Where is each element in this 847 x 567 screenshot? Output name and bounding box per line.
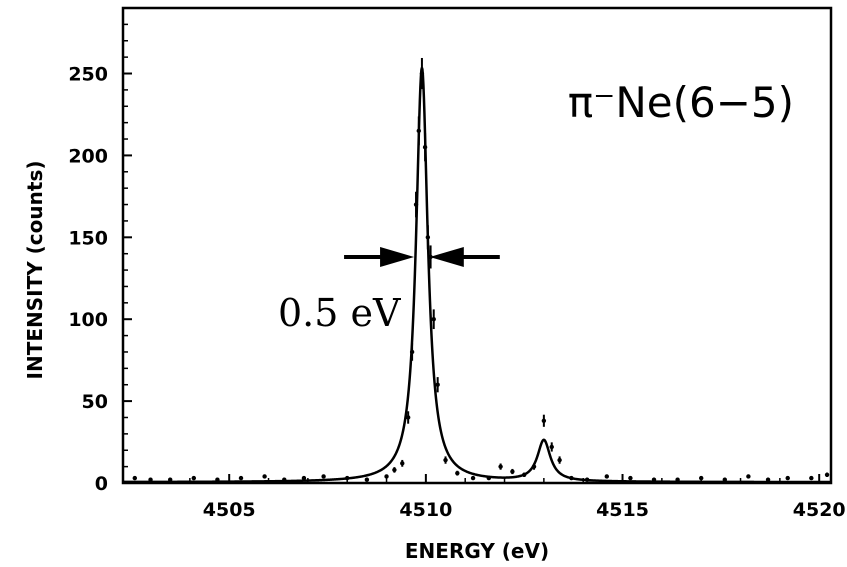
data-point [470, 475, 476, 481]
data-point [413, 191, 419, 218]
data-point [282, 477, 287, 482]
axis-tick-labels: 4505 4510 4515 4520 0 50 100 150 200 250 [68, 64, 845, 521]
data-point [168, 477, 173, 482]
data-point [498, 463, 503, 470]
data-point [392, 467, 397, 473]
width-annotation: 0.5 eV [278, 246, 500, 335]
x-tick-label: 4520 [793, 499, 846, 521]
data-point [301, 475, 307, 481]
data-point [628, 475, 633, 481]
data-point [722, 477, 727, 482]
fit-curve [123, 67, 831, 484]
data-point [405, 411, 411, 424]
x-tick-label: 4505 [203, 499, 256, 521]
data-point [148, 477, 153, 482]
data-point [345, 475, 350, 481]
data-point [824, 472, 830, 478]
data-point [132, 475, 137, 481]
data-point [510, 468, 515, 475]
data-point [431, 309, 436, 330]
data-point [238, 475, 244, 481]
data-point [531, 463, 537, 470]
y-tick-label: 250 [68, 64, 108, 86]
right-arrow-head [429, 246, 464, 267]
data-point [425, 225, 431, 250]
y-tick-label: 50 [82, 391, 108, 413]
y-tick-label: 100 [68, 309, 108, 331]
x-axis-label: ENERGY (eV) [405, 539, 549, 563]
y-axis-label: INTENSITY (counts) [23, 161, 47, 380]
data-point [384, 474, 389, 479]
data-point [746, 474, 751, 479]
data-point [443, 456, 448, 464]
data-point [541, 414, 547, 427]
data-point [699, 475, 704, 481]
data-point [809, 475, 814, 481]
axis-ticks [123, 7, 821, 484]
data-points [132, 57, 830, 482]
data-point [416, 116, 421, 146]
data-point [549, 442, 554, 452]
data-point [262, 474, 267, 479]
data-point [522, 472, 527, 478]
data-point [419, 57, 425, 90]
data-point [569, 475, 574, 481]
plot-frame [121, 6, 833, 485]
data-point [191, 475, 196, 481]
data-point [785, 475, 790, 481]
data-point [400, 459, 405, 467]
data-point [604, 474, 609, 479]
data-point [215, 477, 220, 482]
data-point [422, 133, 428, 162]
data-point [321, 474, 326, 479]
data-point [557, 456, 562, 464]
data-point [765, 477, 771, 482]
data-point [584, 477, 590, 482]
data-point [651, 477, 657, 482]
data-point [455, 470, 460, 476]
data-point [435, 377, 440, 393]
y-tick-label: 150 [68, 227, 108, 249]
data-point [364, 477, 370, 482]
y-tick-label: 200 [68, 145, 108, 167]
data-point [409, 343, 415, 361]
x-tick-label: 4510 [399, 499, 452, 521]
left-arrow-head [380, 246, 415, 267]
data-point [675, 477, 680, 482]
width-label: 0.5 eV [278, 291, 401, 335]
x-tick-label: 4515 [596, 499, 649, 521]
chart-title: π⁻Ne(6−5) [568, 78, 794, 127]
y-tick-label: 0 [95, 473, 108, 495]
data-point [486, 475, 491, 481]
